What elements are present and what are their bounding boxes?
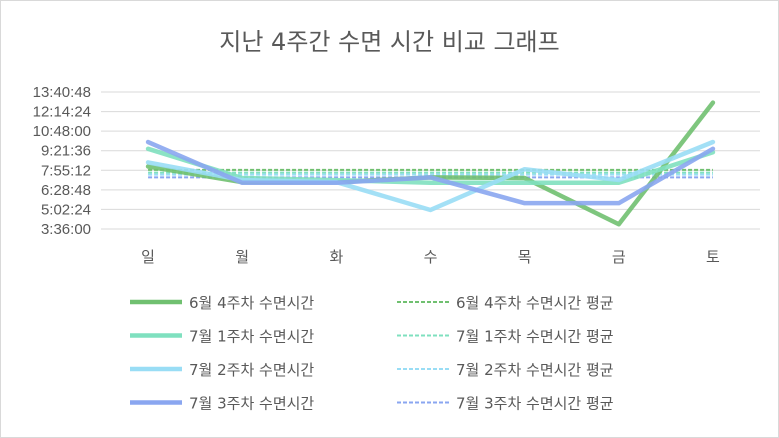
legend-label-average: 7월 2주차 수면시간 평균: [456, 361, 614, 379]
y-tick-label: 3:36:00: [41, 221, 91, 238]
x-tick-label: 수: [424, 248, 438, 266]
y-tick-label: 12:14:24: [33, 104, 91, 121]
legend-label-average: 6월 4주차 수면시간 평균: [456, 294, 614, 312]
legend-label: 7월 3주차 수면시간: [189, 395, 314, 413]
series-line: [145, 100, 716, 227]
legend-label: 7월 2주차 수면시간: [189, 361, 314, 379]
x-tick-label: 토: [706, 248, 720, 266]
y-tick-label: 5:02:24: [41, 201, 91, 218]
legend-label: 7월 1주차 수면시간: [189, 328, 314, 346]
y-tick-label: 10:48:00: [33, 123, 91, 140]
legend-label: 6월 4주차 수면시간: [189, 294, 314, 312]
x-tick-label: 일: [141, 248, 155, 266]
x-tick-label: 목: [518, 248, 532, 266]
y-tick-label: 6:28:48: [41, 182, 91, 199]
x-tick-label: 금: [612, 248, 626, 266]
legend-label-average: 7월 1주차 수면시간 평균: [456, 328, 614, 346]
x-tick-label: 월: [235, 248, 249, 266]
legend-label-average: 7월 3주차 수면시간 평균: [456, 395, 614, 413]
chart-title: 지난 4주간 수면 시간 비교 그래프: [219, 28, 560, 56]
y-tick-label: 9:21:36: [41, 143, 91, 160]
x-tick-label: 화: [329, 248, 343, 266]
y-tick-label: 7:55:12: [41, 162, 91, 179]
y-tick-label: 13:40:48: [33, 84, 91, 101]
